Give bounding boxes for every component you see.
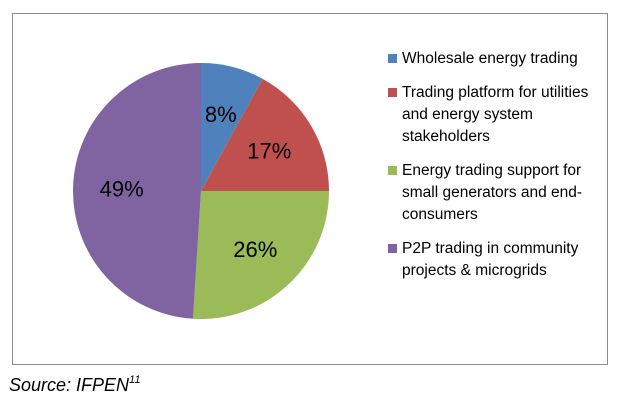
legend-label-wholesale: Wholesale energy trading: [402, 50, 578, 67]
legend-item-trading-platform: Trading platform for utilities and energ…: [388, 82, 603, 148]
pie-label-small-generators: 26%: [233, 237, 277, 262]
legend-item-wholesale: Wholesale energy trading: [388, 48, 603, 70]
pie-label-wholesale: 8%: [205, 102, 237, 127]
legend-swatch-wholesale: [388, 54, 397, 63]
source-note: Source: IFPEN11: [9, 374, 140, 396]
legend-item-small-generators: Energy trading support for small generat…: [388, 160, 603, 226]
legend-label-small-generators: Energy trading support for small generat…: [402, 162, 583, 223]
pie-slice-small-generators: [192, 191, 329, 319]
pie-slice-wholesale: [201, 63, 263, 191]
pie-chart: 8% 17% 26% 49%: [72, 63, 329, 319]
pie-label-trading-platform: 17%: [247, 139, 291, 164]
legend-label-trading-platform: Trading platform for utilities and energ…: [402, 84, 589, 145]
legend-label-p2p: P2P trading in community projects & micr…: [402, 240, 579, 279]
legend-swatch-p2p: [388, 244, 397, 253]
source-footnote: 11: [129, 374, 141, 386]
pie-slice-p2p: [72, 63, 201, 319]
legend-swatch-trading-platform: [388, 88, 397, 97]
legend-item-p2p: P2P trading in community projects & micr…: [388, 238, 603, 282]
legend: Wholesale energy trading Trading platfor…: [388, 48, 603, 294]
source-text: Source: IFPEN: [9, 375, 130, 395]
pie-slice-trading-platform: [201, 78, 329, 191]
chart-frame: 8% 17% 26% 49% Wholesale energy trading Tra…: [12, 13, 608, 365]
pie-label-p2p: 49%: [100, 177, 144, 202]
legend-swatch-small-generators: [388, 166, 397, 175]
